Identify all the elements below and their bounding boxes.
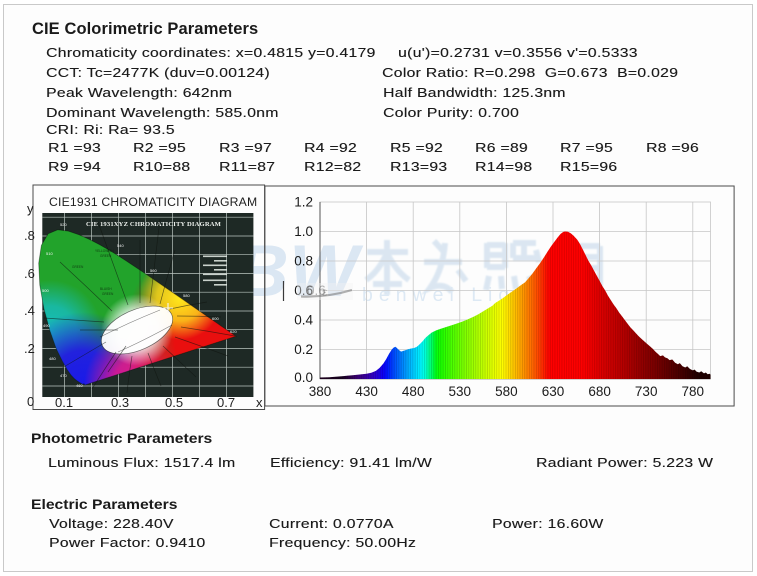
svg-text:benwei Lig: benwei Lig — [362, 284, 515, 306]
svg-text:GREEN: GREEN — [72, 265, 84, 269]
svg-text:680: 680 — [588, 384, 611, 399]
svg-text:0.4: 0.4 — [294, 313, 313, 328]
svg-text:0.0: 0.0 — [294, 370, 313, 385]
svg-text:540: 540 — [117, 243, 124, 248]
svg-text:0.8: 0.8 — [294, 254, 313, 269]
svg-text:BLUISH: BLUISH — [100, 287, 112, 291]
svg-text:.6: .6 — [24, 266, 35, 281]
svg-text:530: 530 — [449, 384, 472, 399]
svg-text:CIE1931 CHROMATICITY DIAGRAM: CIE1931 CHROMATICITY DIAGRAM — [49, 195, 257, 209]
svg-text:460: 460 — [76, 383, 83, 388]
svg-text:GREEN: GREEN — [102, 292, 114, 296]
svg-text:0.3: 0.3 — [111, 395, 129, 410]
svg-text:500: 500 — [42, 288, 49, 293]
svg-text:YELLOWISH: YELLOWISH — [95, 249, 114, 253]
svg-text:470: 470 — [60, 373, 67, 378]
svg-text:380: 380 — [309, 384, 332, 399]
svg-text:490: 490 — [43, 323, 50, 328]
svg-text:x: x — [256, 395, 263, 410]
svg-text:560: 560 — [150, 268, 157, 273]
svg-text:630: 630 — [542, 384, 565, 399]
svg-text:0.1: 0.1 — [55, 395, 73, 410]
svg-text:520: 520 — [60, 222, 67, 227]
svg-text:0.5: 0.5 — [165, 395, 183, 410]
svg-text:ε: ε — [322, 285, 328, 299]
svg-text:.8: .8 — [24, 228, 35, 243]
svg-text:780: 780 — [682, 384, 705, 399]
svg-text:.2: .2 — [24, 341, 35, 356]
svg-text:.4: .4 — [24, 303, 35, 318]
svg-text:480: 480 — [402, 384, 425, 399]
svg-text:GREEN: GREEN — [100, 254, 112, 258]
svg-text:0.2: 0.2 — [294, 342, 313, 357]
svg-text:BW: BW — [236, 231, 364, 312]
svg-text:0: 0 — [27, 394, 34, 409]
svg-text:580: 580 — [495, 384, 518, 399]
svg-text:580: 580 — [183, 293, 190, 298]
svg-text:CIE 1931XYZ CHROMATICITY DIAGR: CIE 1931XYZ CHROMATICITY DIAGRAM — [86, 221, 222, 228]
svg-text:0.6: 0.6 — [294, 283, 313, 298]
svg-text:1.2: 1.2 — [294, 195, 313, 210]
svg-text:510: 510 — [46, 251, 53, 256]
svg-text:480: 480 — [49, 356, 56, 361]
svg-text:730: 730 — [635, 384, 658, 399]
svg-text:600: 600 — [212, 316, 219, 321]
svg-text:0.7: 0.7 — [217, 395, 235, 410]
svg-text:1.0: 1.0 — [294, 224, 313, 239]
svg-text:0.6: 0.6 — [307, 283, 326, 298]
svg-text:620: 620 — [230, 329, 237, 334]
svg-text:y: y — [27, 201, 34, 216]
svg-text:430: 430 — [355, 384, 378, 399]
